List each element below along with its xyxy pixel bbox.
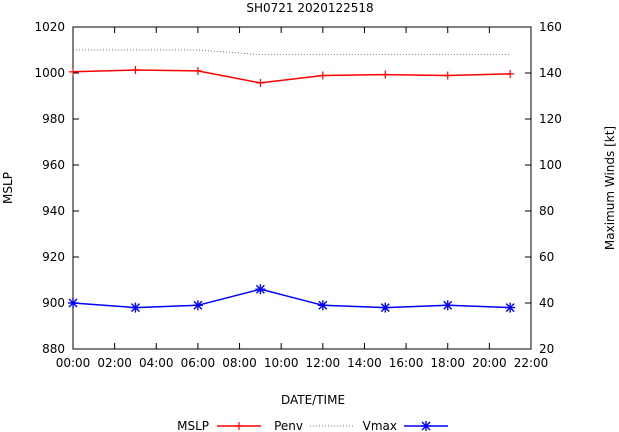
y2-tick-label: 20 [539, 342, 554, 356]
legend-label-penv: Penv [274, 419, 303, 432]
y2-tick-label: 120 [539, 112, 562, 126]
y-axis-label: MSLP [1, 172, 15, 204]
x-tick-label: 04:00 [139, 356, 174, 370]
y2-tick-label: 40 [539, 296, 554, 310]
x-tick-label: 14:00 [347, 356, 382, 370]
legend-marker-vmax [421, 421, 431, 431]
data-point-penv [318, 71, 327, 80]
data-point-penv [131, 66, 140, 75]
y2-tick-label: 100 [539, 158, 562, 172]
data-point-vmax [505, 302, 516, 313]
x-tick-label: 08:00 [222, 356, 257, 370]
x-tick-label: 00:00 [56, 356, 91, 370]
x-tick-label: 20:00 [472, 356, 507, 370]
data-point-penv [69, 67, 77, 76]
y-axis-left: 880 900 920 940 960 980 1000 1020 [34, 20, 79, 356]
x-tick-label: 12:00 [306, 356, 341, 370]
series-line-vmax [72, 288, 511, 309]
plot-frame [72, 26, 532, 350]
x-tick-label: 10:00 [264, 356, 299, 370]
x-tick-label: 02:00 [97, 356, 132, 370]
data-point-penv [256, 78, 265, 87]
y-tick-label: 920 [42, 250, 65, 264]
series-line-mslp [73, 49, 511, 55]
y-tick-label: 1020 [34, 20, 65, 34]
data-point-vmax [442, 300, 453, 311]
legend-label-mslp: MSLP [177, 419, 209, 432]
x-axis-label: DATE/TIME [281, 393, 345, 407]
chart-title: SH0721 2020122518 [246, 1, 373, 15]
series-line-penv [72, 69, 511, 84]
y2-axis-label: Maximum Winds [kt] [603, 126, 617, 250]
data-point-vmax [255, 284, 266, 295]
x-tick-label: 06:00 [181, 356, 216, 370]
y-tick-label: 1000 [34, 66, 65, 80]
x-axis: 00:00 02:00 04:00 06:00 08:00 10:00 12:00 14:00… [56, 27, 549, 370]
y2-tick-label: 80 [539, 204, 554, 218]
data-point-penv [193, 66, 202, 75]
series-layer [68, 49, 516, 313]
y-tick-label: 980 [42, 112, 65, 126]
y-tick-label: 880 [42, 342, 65, 356]
y2-tick-label: 140 [539, 66, 562, 80]
legend-label-vmax: Vmax [363, 419, 397, 432]
data-point-vmax [130, 302, 141, 313]
y-tick-label: 960 [42, 158, 65, 172]
y2-tick-label: 160 [539, 20, 562, 34]
x-tick-label: 16:00 [389, 356, 424, 370]
data-point-vmax [380, 302, 391, 313]
data-point-penv [506, 69, 515, 78]
data-point-vmax [68, 298, 78, 308]
y2-tick-label: 60 [539, 250, 554, 264]
y-tick-label: 940 [42, 204, 65, 218]
legend: MSLP Penv Vmax [177, 419, 448, 432]
data-point-penv [443, 71, 452, 80]
data-point-vmax [192, 300, 203, 311]
y-tick-label: 900 [42, 296, 65, 310]
data-point-vmax [317, 300, 328, 311]
y-axis-right: 20 40 60 80 100 120 140 160 [525, 20, 562, 356]
data-point-penv [381, 70, 390, 79]
x-tick-label: 18:00 [430, 356, 465, 370]
x-tick-label: 22:00 [514, 356, 549, 370]
